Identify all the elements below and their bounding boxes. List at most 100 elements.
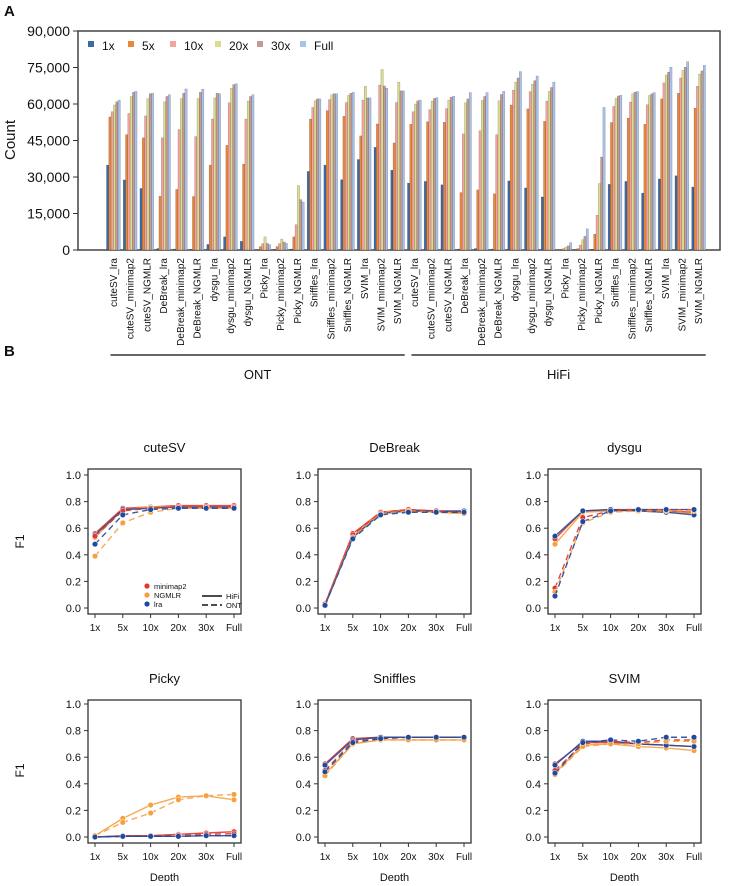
x-tick-label: 30x [198, 852, 214, 863]
category-label: cuteSV_minimap2 [427, 258, 438, 340]
point-lra-ont [378, 736, 384, 742]
bar-1x [474, 249, 476, 250]
bar-5x [477, 190, 479, 250]
line-lra-hifi [325, 511, 464, 605]
bar-10x [295, 225, 297, 250]
bar-30x [417, 101, 419, 250]
bar-20x [615, 98, 617, 250]
legend-dot-minimap2 [144, 583, 149, 588]
line-NGMLR-hifi [95, 796, 234, 836]
bar-1x [374, 147, 376, 250]
bar-5x [661, 99, 663, 250]
bar-20x [398, 82, 400, 250]
plot-frame [318, 469, 471, 614]
bar-30x [166, 96, 168, 250]
point-lra-ont [608, 737, 614, 743]
bar-Full [185, 89, 187, 250]
x-tick-label: 1x [550, 623, 561, 634]
point-lra-ont [580, 519, 586, 525]
legend-swatch-10x [170, 41, 176, 47]
bar-1x [173, 249, 175, 250]
point-lra-ont [552, 593, 558, 599]
bar-10x [429, 110, 431, 250]
y-tick-label: 0.4 [66, 779, 81, 791]
bar-30x [233, 85, 235, 250]
bar-Full [620, 95, 622, 250]
point-lra-ont [433, 509, 439, 515]
point-lra-ont [691, 734, 697, 740]
legend-label: NGMLR [154, 591, 182, 600]
y-tick-label: 15,000 [27, 206, 70, 222]
bar-5x [460, 193, 462, 250]
point-lra-ont [663, 734, 669, 740]
category-label: DeBreak_minimap2 [477, 258, 488, 346]
category-label: dysgu_lra [209, 258, 220, 302]
category-label: DeBreak_lra [460, 258, 471, 314]
point-lra-ont [461, 734, 467, 740]
x-tick-label: 10x [143, 623, 159, 634]
bar-20x [347, 95, 349, 250]
bar-20x [113, 105, 115, 250]
bar-Full [252, 95, 254, 250]
bar-5x [426, 122, 428, 250]
point-lra-ont [406, 734, 412, 740]
bar-1x [508, 181, 510, 250]
category-label: dysgu_NGMLR [544, 258, 555, 326]
bar-1x [274, 249, 276, 250]
bar-5x [109, 117, 111, 250]
category-label: Picky_minimap2 [276, 258, 287, 331]
bar-5x [343, 116, 345, 250]
bar-5x [142, 138, 144, 250]
legend-label: 1x [102, 39, 115, 53]
bar-5x [694, 108, 696, 250]
bar-30x [484, 96, 486, 250]
bar-30x [550, 87, 552, 250]
y-tick-label: 0 [62, 242, 70, 258]
bar-Full [569, 243, 571, 250]
bar-10x [278, 244, 280, 250]
point-lra-hifi [691, 744, 697, 750]
plot-frame [548, 469, 701, 614]
bar-10x [412, 112, 414, 250]
point-lra-ont [203, 833, 209, 839]
category-label: dysgu_lra [510, 258, 521, 302]
bar-Full [319, 99, 321, 250]
bar-30x [500, 95, 502, 250]
point-minimap2-ont [92, 533, 98, 539]
category-label: cuteSV_NGMLR [443, 258, 454, 332]
bar-Full [436, 98, 438, 250]
subplot-title: Picky [149, 671, 181, 686]
bar-Full [302, 202, 304, 250]
y-tick-label: 1.0 [526, 699, 541, 711]
category-label: dysgu_NGMLR [243, 258, 254, 326]
x-tick-label: 5x [348, 852, 359, 863]
y-tick-label: 0.0 [66, 832, 81, 844]
bar-Full [168, 95, 170, 250]
bar-Full [536, 76, 538, 250]
point-NGMLR-hifi [552, 541, 558, 547]
bar-1x [441, 185, 443, 250]
bar-1x [290, 249, 292, 250]
bar-10x [312, 107, 314, 250]
x-tick-label: 20x [170, 852, 186, 863]
legend-dot-lra [144, 601, 149, 606]
y-tick-label: 1.0 [296, 470, 311, 482]
bar-20x [331, 95, 333, 250]
bar-10x [629, 102, 631, 250]
bar-5x [360, 136, 362, 250]
bar-20x [665, 75, 667, 250]
bar-1x [407, 183, 409, 250]
point-lra-ont [92, 541, 98, 547]
bar-20x [164, 102, 166, 250]
bar-5x [493, 194, 495, 250]
bar-1x [642, 193, 644, 250]
x-tick-label: 5x [578, 623, 589, 634]
y-tick-label: 0.2 [66, 805, 81, 817]
point-lra-ont [350, 536, 356, 542]
bar-30x [216, 93, 218, 250]
bar-10x [245, 119, 247, 250]
bar-30x [467, 99, 469, 250]
y-tick-label: 0.8 [296, 726, 311, 738]
line-minimap2-hifi [95, 506, 234, 534]
bar-20x [297, 186, 299, 250]
